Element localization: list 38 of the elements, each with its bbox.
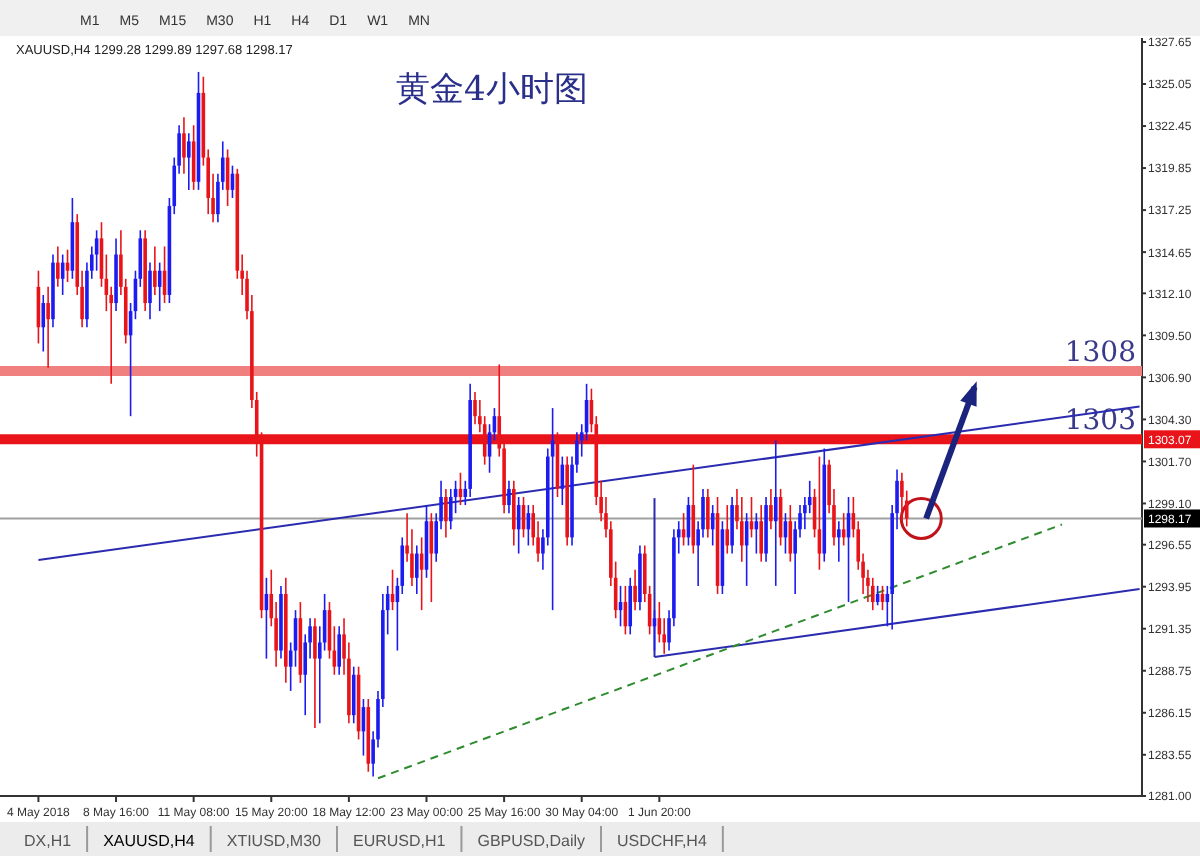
text: XTIUSD,M30 [226,832,323,850]
candlestick [187,132,191,191]
candlestick [507,480,511,514]
candlestick [769,488,773,531]
candlestick [740,496,744,563]
candlestick [351,665,356,725]
candlestick [759,504,764,563]
candlestick [41,294,46,353]
candlestick [691,463,696,555]
candlestick [313,617,317,729]
candlestick [337,625,341,676]
candlestick [473,391,477,426]
candlestick [444,488,448,539]
candlestick [414,544,419,595]
candlestick [706,488,710,539]
candlestick [448,488,453,531]
candlestick [837,520,841,563]
text: XAUUSD,H4 [103,832,196,850]
text: DX,H1 [24,832,73,850]
candlestick [773,439,778,587]
annotation: 1303 [1064,405,1136,438]
annotation: 1308 [1064,336,1136,369]
candlestick [900,471,904,523]
candlestick [512,480,516,547]
candlestick [153,245,157,296]
candlestick [730,496,734,555]
candlestick [46,286,50,369]
candlestick [633,568,637,611]
candlestick [182,116,186,175]
candlestick [148,261,152,320]
candlestick [725,504,730,555]
candlestick [628,577,633,636]
candlestick [870,577,875,611]
text: USDCHF,H4 [617,832,708,850]
text: EURUSD,H1 [352,832,447,850]
text: 黄金4小时图 [396,70,588,110]
candlestick [56,245,60,288]
text: GBPUSD,Daily [477,832,586,850]
